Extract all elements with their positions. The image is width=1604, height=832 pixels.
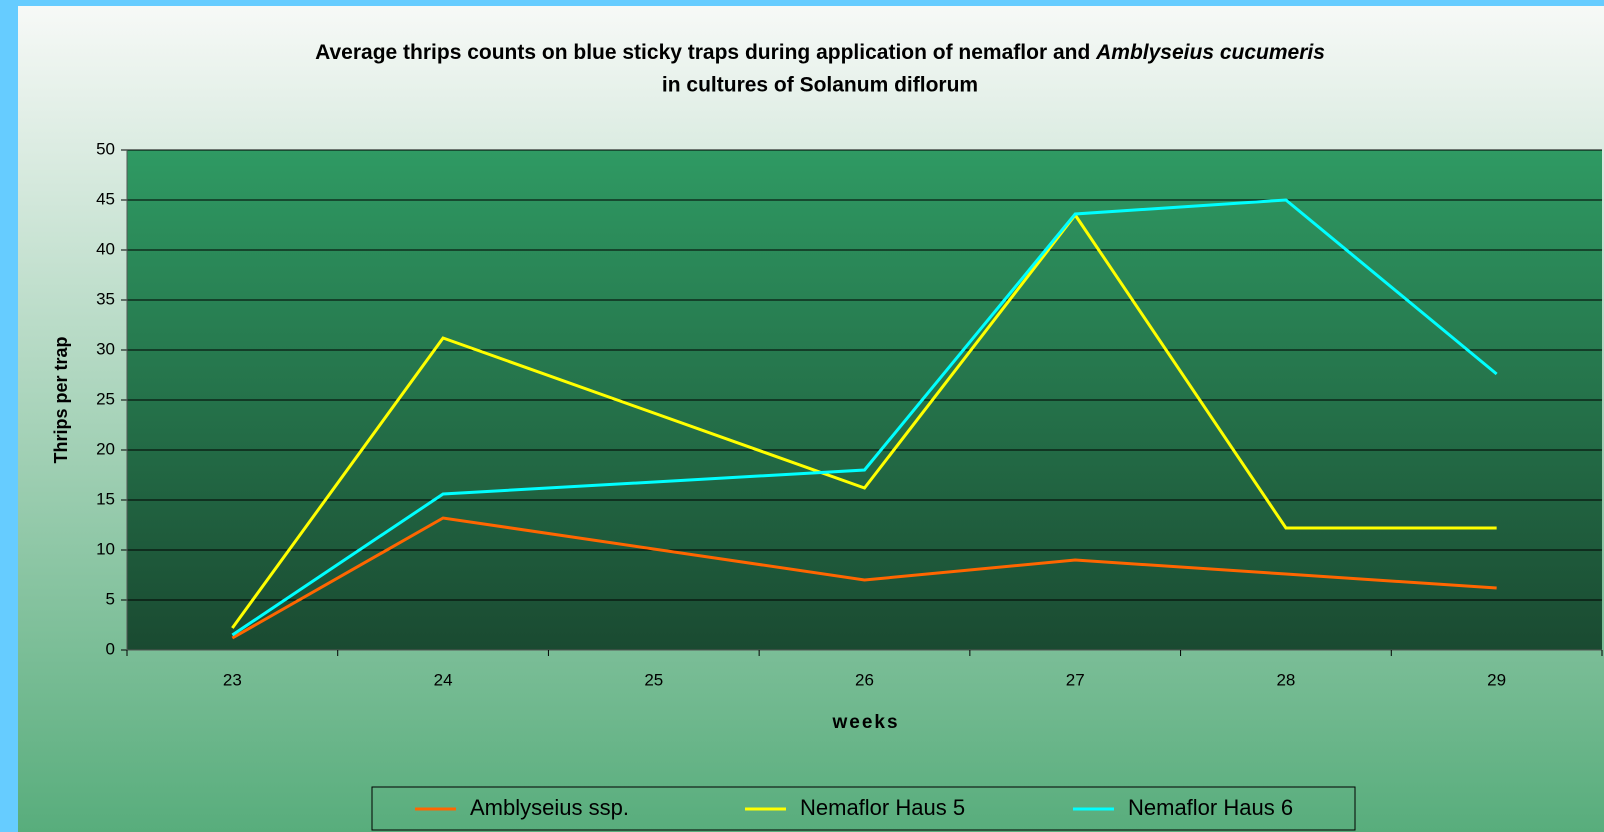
y-tick-label: 30	[96, 339, 115, 358]
chart-subtitle: in cultures of Solanum diflorum	[662, 74, 978, 97]
y-tick-label: 50	[96, 139, 115, 158]
series-line	[231, 198, 1498, 637]
x-tick-label: 29	[1487, 670, 1506, 689]
x-tick-label: 26	[855, 670, 874, 689]
x-tick-label: 24	[434, 670, 453, 689]
y-axis-label: Thrips per trap	[51, 336, 71, 463]
x-tick-label: 28	[1276, 670, 1295, 689]
chart-title: Average thrips counts on blue sticky tra…	[315, 41, 1325, 64]
y-tick-label: 20	[96, 439, 115, 458]
x-axis-label: weeks	[831, 712, 899, 733]
x-tick-label: 27	[1066, 670, 1085, 689]
series-line	[231, 212, 1497, 629]
y-tick-label: 40	[96, 239, 115, 258]
y-tick-label: 10	[96, 539, 115, 558]
title-part: Amblyseius cucumeris	[1095, 41, 1325, 64]
y-tick-label: 0	[106, 639, 115, 658]
x-tick-label: 23	[223, 670, 242, 689]
y-tick-label: 35	[96, 289, 115, 308]
y-tick-label: 15	[96, 489, 115, 508]
legend-box	[371, 786, 1356, 831]
legend-label: Amblyseius ssp.	[470, 795, 629, 820]
legend-label: Nemaflor Haus 5	[800, 795, 965, 820]
x-tick-label: 25	[644, 670, 663, 689]
y-tick-label: 25	[96, 389, 115, 408]
legend-label: Nemaflor Haus 6	[1128, 795, 1293, 820]
y-tick-label: 45	[96, 189, 115, 208]
y-tick-label: 5	[106, 589, 115, 608]
series-line	[231, 516, 1497, 640]
title-part: Average thrips counts on blue sticky tra…	[315, 41, 1096, 64]
